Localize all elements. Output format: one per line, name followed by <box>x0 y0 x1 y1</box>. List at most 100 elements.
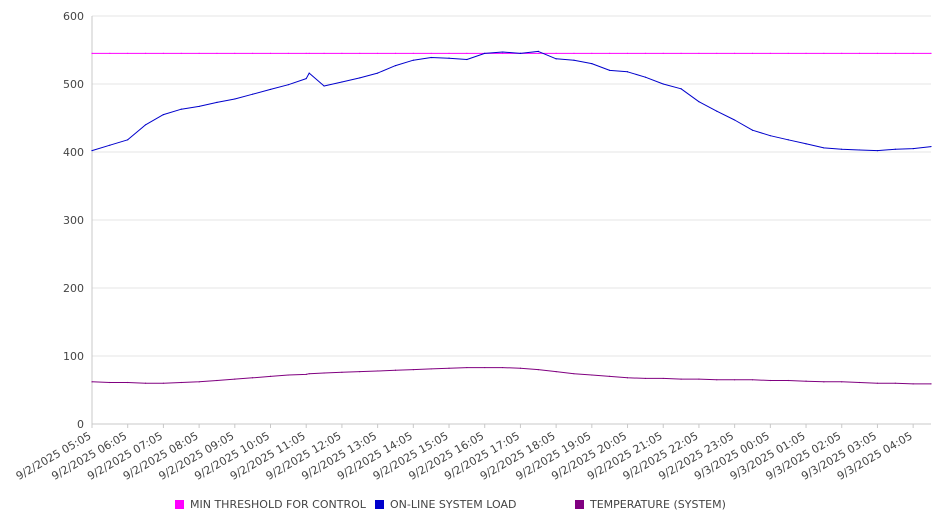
load-series-point <box>448 57 450 59</box>
legend-item-temperature[interactable]: TEMPERATURE (SYSTEM) <box>575 498 726 511</box>
temperature-series-point <box>555 371 557 373</box>
load-series-point <box>823 147 825 149</box>
threshold-series-point <box>769 52 771 55</box>
threshold-series-point <box>876 52 879 55</box>
load-series-point <box>91 150 93 152</box>
threshold-series-point <box>91 52 93 55</box>
load-series-point <box>216 101 218 103</box>
y-tick-label: 600 <box>63 10 84 23</box>
temperature-series-point <box>930 383 932 385</box>
load-series-point <box>269 88 272 91</box>
load-series-point <box>308 72 310 74</box>
load-series-point <box>573 59 575 61</box>
load-series-point <box>198 105 200 108</box>
load-series-point <box>805 143 807 145</box>
temperature-series-point <box>519 367 522 369</box>
y-tick-label: 300 <box>63 214 84 227</box>
load-series-point <box>787 139 789 141</box>
y-tick-label: 200 <box>63 282 84 295</box>
threshold-series-point <box>841 52 843 55</box>
load-series-point <box>430 56 432 59</box>
temperature-series-point <box>162 382 165 384</box>
temperature-series-point <box>448 367 450 369</box>
threshold-series-point <box>308 52 310 55</box>
threshold-series-point <box>466 52 468 55</box>
load-series-point <box>751 129 754 131</box>
temperature-series-point <box>751 379 754 381</box>
threshold-series-point <box>144 52 147 55</box>
y-tick-label: 400 <box>63 146 84 159</box>
threshold-series-point <box>573 52 575 55</box>
load-series-point <box>127 139 129 141</box>
temperature-series-point <box>412 369 414 371</box>
threshold-series-point <box>198 52 200 55</box>
temperature-series-point <box>377 370 379 372</box>
temperature-series-point <box>484 366 486 369</box>
temperature-series-point <box>287 374 289 376</box>
threshold-series-point <box>805 52 807 55</box>
load-series-point <box>841 148 843 150</box>
load-series-point <box>698 101 700 103</box>
legend-item-load[interactable]: ON-LINE SYSTEM LOAD <box>375 498 516 511</box>
temperature-series-point <box>234 378 236 380</box>
temperature-series-point <box>216 379 218 382</box>
temperature-series-point <box>823 381 825 383</box>
load-series-point <box>734 119 736 121</box>
load-series-point <box>394 65 397 67</box>
temperature-series-line <box>91 367 931 385</box>
load-series-point <box>912 148 914 150</box>
threshold-series-point <box>377 52 379 55</box>
threshold-series-point <box>930 52 932 55</box>
threshold-series-point <box>412 52 414 55</box>
temperature-series-point <box>662 377 664 380</box>
threshold-series-point <box>252 52 254 55</box>
threshold-series-point <box>394 52 397 55</box>
load-series-point <box>662 83 664 85</box>
temperature-series-point <box>144 382 147 384</box>
threshold-series-point <box>716 52 718 55</box>
load-series-point <box>377 72 379 74</box>
load-series-point <box>769 135 771 137</box>
temperature-series-point <box>394 369 397 371</box>
temperature-series-point <box>430 368 432 370</box>
temperature-series-point <box>341 371 343 373</box>
threshold-series-point <box>216 52 218 55</box>
temperature-series-point <box>466 366 468 369</box>
threshold-series-point <box>662 52 664 55</box>
threshold-series-point <box>109 52 111 55</box>
threshold-series-point <box>698 52 700 55</box>
threshold-series-point <box>751 52 754 55</box>
load-series-point <box>894 148 896 150</box>
threshold-series-point <box>341 52 343 55</box>
threshold-series-point <box>912 52 914 55</box>
load-series-point <box>109 144 111 146</box>
load-series-point <box>234 98 236 100</box>
threshold-series-point <box>430 52 432 55</box>
temperature-series-point <box>734 379 736 381</box>
legend-swatch-load <box>375 500 384 509</box>
legend-item-threshold[interactable]: MIN THRESHOLD FOR CONTROL <box>175 498 366 511</box>
temperature-series-point <box>912 383 914 385</box>
load-series-point <box>180 108 182 110</box>
load-series-point <box>305 77 307 80</box>
legend-swatch-threshold <box>175 500 184 509</box>
threshold-series-point <box>823 52 825 55</box>
load-series-point <box>609 69 611 71</box>
load-series-point <box>466 58 468 61</box>
temperature-series-point <box>91 381 93 383</box>
temperature-series-point <box>252 377 254 379</box>
threshold-series-point <box>555 52 557 55</box>
temperature-series-point <box>591 374 593 376</box>
threshold-series-point <box>162 52 165 55</box>
temperature-series-point <box>198 381 200 383</box>
load-series-point <box>252 93 254 95</box>
load-series-point <box>144 124 147 126</box>
load-series-point <box>501 51 504 53</box>
load-series-point <box>591 63 593 65</box>
load-series-point <box>716 110 718 112</box>
load-series-line <box>91 50 932 152</box>
temperature-series-point <box>180 381 182 384</box>
y-tick-label: 500 <box>63 78 84 91</box>
temperature-series-point <box>537 369 539 371</box>
